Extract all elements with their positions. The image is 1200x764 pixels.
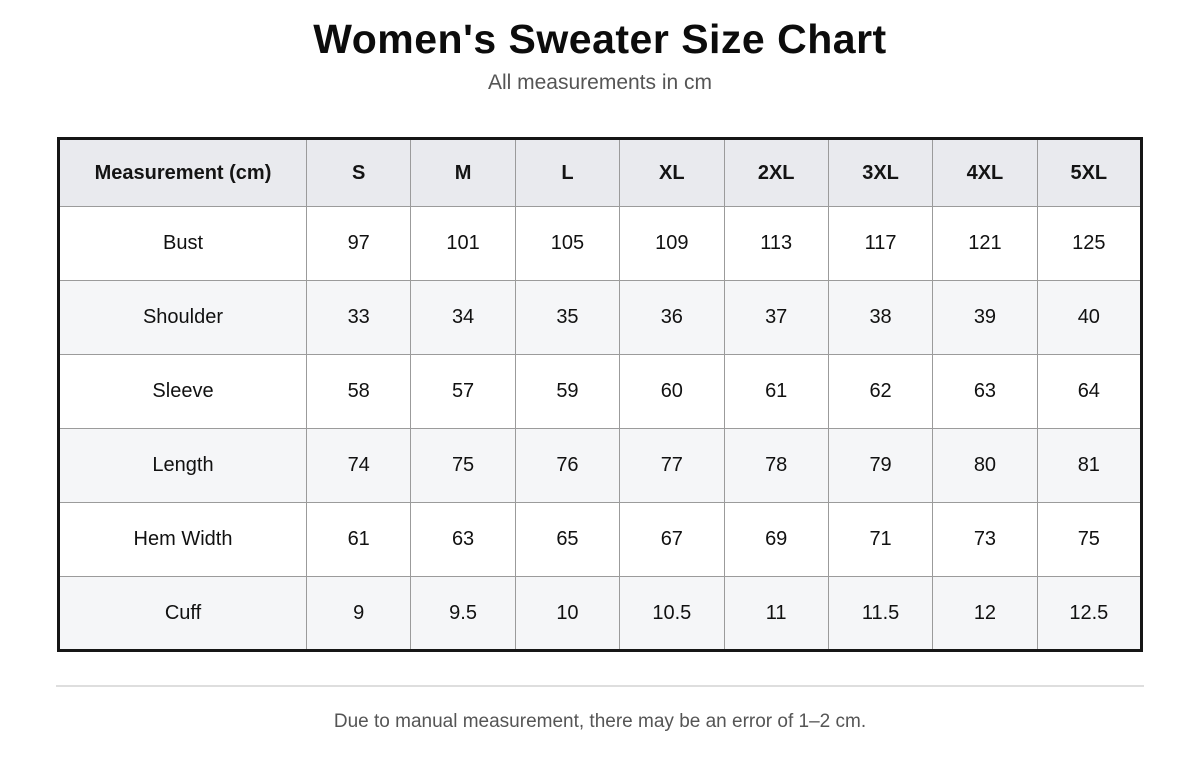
row-label-cell: Length (58, 428, 307, 503)
row-label-cell: Bust (58, 206, 307, 281)
value-cell: 121 (932, 206, 1038, 281)
size-column-header: L (514, 138, 621, 207)
value-cell: 63 (932, 354, 1038, 429)
value-cell: 79 (827, 428, 934, 503)
value-cell: 57 (410, 354, 516, 429)
page-subtitle: All measurements in cm (487, 71, 713, 94)
value-cell: 81 (1036, 428, 1143, 503)
value-cell: 105 (514, 206, 621, 281)
value-cell: 61 (723, 354, 829, 429)
value-cell: 63 (410, 502, 516, 577)
footer-divider (56, 685, 1144, 687)
value-cell: 73 (932, 502, 1038, 577)
value-cell: 77 (619, 428, 725, 503)
size-column-header: 5XL (1036, 138, 1143, 207)
value-cell: 75 (410, 428, 516, 503)
row-label-cell: Cuff (58, 576, 307, 651)
size-column-header: 2XL (723, 138, 829, 207)
value-cell: 71 (827, 502, 934, 577)
table-row: Sleeve 58 57 59 60 61 62 63 64 (58, 354, 1143, 429)
value-cell: 39 (932, 280, 1038, 355)
table-header: Measurement (cm) S M L XL 2XL 3XL 4XL 5XL (58, 138, 1143, 207)
value-cell: 37 (723, 280, 829, 355)
value-cell: 59 (514, 354, 621, 429)
table-body: Bust 97 101 105 109 113 117 121 125 Shoulder 33 34 3… (58, 206, 1143, 651)
measurement-disclaimer: Due to manual measurement, there may be … (333, 711, 867, 732)
value-cell: 35 (514, 280, 621, 355)
size-column-header: 4XL (932, 138, 1038, 207)
value-cell: 10.5 (619, 576, 725, 651)
value-cell: 62 (827, 354, 934, 429)
value-cell: 125 (1036, 206, 1143, 281)
value-cell: 97 (305, 206, 412, 281)
value-cell: 64 (1036, 354, 1143, 429)
row-label-cell: Hem Width (58, 502, 307, 577)
measurement-column-header: Measurement (cm) (58, 138, 307, 207)
value-cell: 74 (305, 428, 412, 503)
value-cell: 36 (619, 280, 725, 355)
value-cell: 34 (410, 280, 516, 355)
table-header-row: Measurement (cm) S M L XL 2XL 3XL 4XL 5XL (58, 138, 1143, 207)
value-cell: 11.5 (827, 576, 934, 651)
value-cell: 67 (619, 502, 725, 577)
value-cell: 33 (305, 280, 412, 355)
value-cell: 61 (305, 502, 412, 577)
value-cell: 9 (305, 576, 412, 651)
table-row: Bust 97 101 105 109 113 117 121 125 (58, 206, 1143, 281)
value-cell: 69 (723, 502, 829, 577)
size-column-header: XL (619, 138, 725, 207)
table-row: Hem Width 61 63 65 67 69 71 73 75 (58, 502, 1143, 577)
value-cell: 65 (514, 502, 621, 577)
row-label-cell: Sleeve (58, 354, 307, 429)
value-cell: 113 (723, 206, 829, 281)
value-cell: 80 (932, 428, 1038, 503)
value-cell: 38 (827, 280, 934, 355)
table-row: Length 74 75 76 77 78 79 80 81 (58, 428, 1143, 503)
value-cell: 60 (619, 354, 725, 429)
value-cell: 58 (305, 354, 412, 429)
row-label-cell: Shoulder (58, 280, 307, 355)
table-row: Shoulder 33 34 35 36 37 38 39 40 (58, 280, 1143, 355)
value-cell: 109 (619, 206, 725, 281)
size-column-header: M (410, 138, 516, 207)
value-cell: 78 (723, 428, 829, 503)
value-cell: 9.5 (410, 576, 516, 651)
value-cell: 75 (1036, 502, 1143, 577)
value-cell: 12.5 (1036, 576, 1143, 651)
size-chart-table: Measurement (cm) S M L XL 2XL 3XL 4XL 5XL Bust 97… (57, 137, 1143, 652)
value-cell: 11 (723, 576, 829, 651)
size-column-header: 3XL (827, 138, 934, 207)
value-cell: 12 (932, 576, 1038, 651)
page-title: Women's Sweater Size Chart (313, 16, 887, 62)
value-cell: 117 (827, 206, 934, 281)
value-cell: 10 (514, 576, 621, 651)
value-cell: 40 (1036, 280, 1143, 355)
value-cell: 101 (410, 206, 516, 281)
size-column-header: S (305, 138, 412, 207)
value-cell: 76 (514, 428, 621, 503)
table-row: Cuff 9 9.5 10 10.5 11 11.5 12 12.5 (58, 576, 1143, 651)
